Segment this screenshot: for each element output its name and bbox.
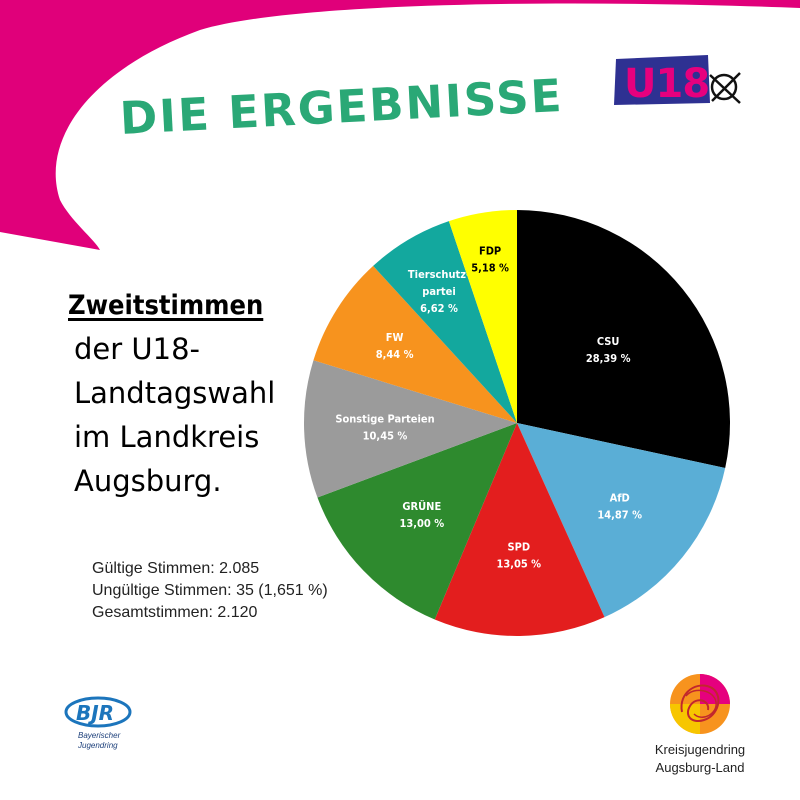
- kjr-line-2: Augsburg-Land: [655, 760, 745, 775]
- kjr-line-1: Kreisjugendring: [654, 742, 746, 757]
- bjr-logo-text: BJR: [76, 701, 114, 725]
- subtitle-line-2: Landtagswahl: [74, 376, 276, 410]
- total-votes: Gesamtstimmen: 2.120: [92, 604, 258, 621]
- pie-slice: [373, 221, 517, 423]
- invalid-votes: Ungültige Stimmen: 35 (1,651 %): [92, 582, 328, 599]
- valid-votes: Gültige Stimmen: 2.085: [92, 560, 260, 577]
- pie-slice: [304, 360, 517, 498]
- pie-slice: [317, 423, 517, 620]
- slice-label: SPD 13,05 %: [496, 541, 541, 571]
- chart-subtitle: Zweitstimmen der U18- Landtagswahl im La…: [68, 285, 308, 503]
- bjr-line-2: Jugendring: [77, 741, 118, 750]
- vote-stats: Gültige Stimmen: 2.085 Ungültige Stimmen…: [92, 558, 328, 624]
- slice-label: FW 8,44 %: [376, 331, 414, 361]
- subtitle-line-1: der U18-: [74, 332, 200, 366]
- slice-label: FDP 5,18 %: [471, 245, 509, 275]
- pie-slice: [517, 210, 730, 469]
- u18-logo-text: U18: [624, 61, 709, 107]
- bjr-logo: BJR Bayerischer Jugendring: [64, 696, 132, 750]
- slice-label: AfD 14,87 %: [597, 492, 642, 522]
- subtitle-bold: Zweitstimmen: [68, 290, 264, 321]
- subtitle-line-3: im Landkreis: [74, 420, 260, 454]
- slice-label: Tierschutz-partei 6,62 %: [408, 268, 470, 315]
- bjr-line-1: Bayerischer: [78, 731, 121, 740]
- pie-slice: [313, 265, 517, 423]
- slice-label: GRÜNE 13,00 %: [399, 499, 444, 530]
- slice-label: Sonstige Parteien 10,45 %: [335, 412, 434, 442]
- slice-label: CSU 28,39 %: [586, 335, 631, 365]
- pie-slice: [434, 423, 605, 636]
- subtitle-line-4: Augsburg.: [74, 464, 222, 498]
- kjr-logo: Kreisjugendring Augsburg-Land: [640, 672, 760, 782]
- pie-slice: [448, 210, 517, 423]
- pie-slice: [517, 423, 726, 618]
- kjr-emblem: [670, 674, 730, 734]
- u18-logo: U18: [614, 55, 741, 107]
